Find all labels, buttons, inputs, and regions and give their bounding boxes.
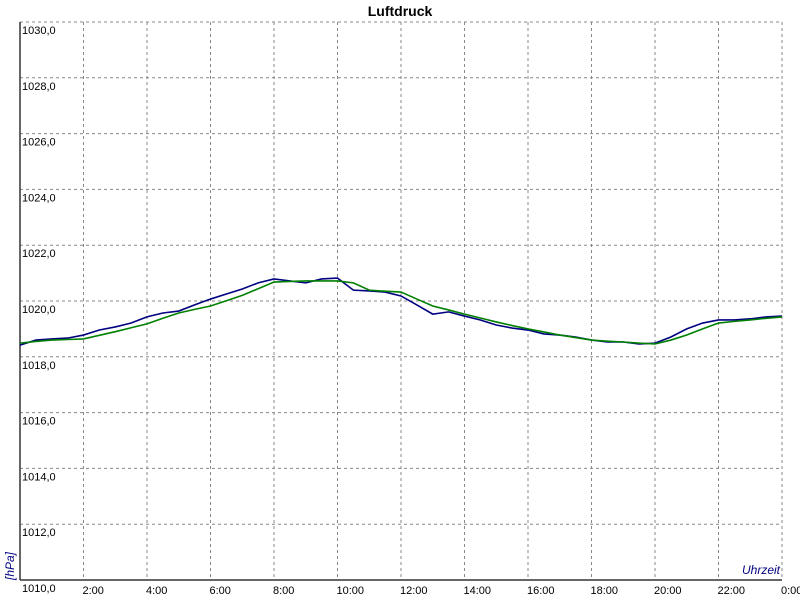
y-tick-label: 1016,0 (22, 416, 56, 428)
x-tick-label: 4:00 (146, 585, 167, 597)
y-tick-label: 1014,0 (22, 471, 56, 483)
y-tick-label: 1024,0 (22, 192, 56, 204)
x-tick-label: 2:00 (83, 585, 104, 597)
data-line (19, 277, 783, 346)
chart-title: Luftdruck (368, 3, 433, 19)
y-tick-label: 1022,0 (22, 248, 56, 260)
y-tick-label: 1030,0 (22, 25, 56, 37)
x-tick-label: 8:00 (273, 585, 294, 597)
y-tick-label: 1012,0 (22, 527, 56, 539)
x-tick-label: 6:00 (210, 585, 231, 597)
y-tick-label: 1026,0 (22, 137, 56, 149)
x-tick-label: 10:00 (337, 585, 365, 597)
y-tick-label: 1010,0 (22, 583, 56, 595)
x-tick-label: 0:00 (781, 585, 800, 597)
y-tick-label: 1028,0 (22, 81, 56, 93)
x-tick-label: 18:00 (591, 585, 619, 597)
x-tick-label: 20:00 (654, 585, 682, 597)
x-tick-label: 12:00 (400, 585, 428, 597)
x-tick-label: 22:00 (718, 585, 746, 597)
y-tick-label: 1020,0 (22, 304, 56, 316)
y-tick-label: 1018,0 (22, 360, 56, 372)
x-tick-label: 14:00 (464, 585, 492, 597)
x-axis-title: Uhrzeit (742, 563, 781, 577)
y-axis-title: [hPa] (3, 551, 17, 581)
x-tick-label: 16:00 (527, 585, 555, 597)
data-line (19, 280, 783, 345)
